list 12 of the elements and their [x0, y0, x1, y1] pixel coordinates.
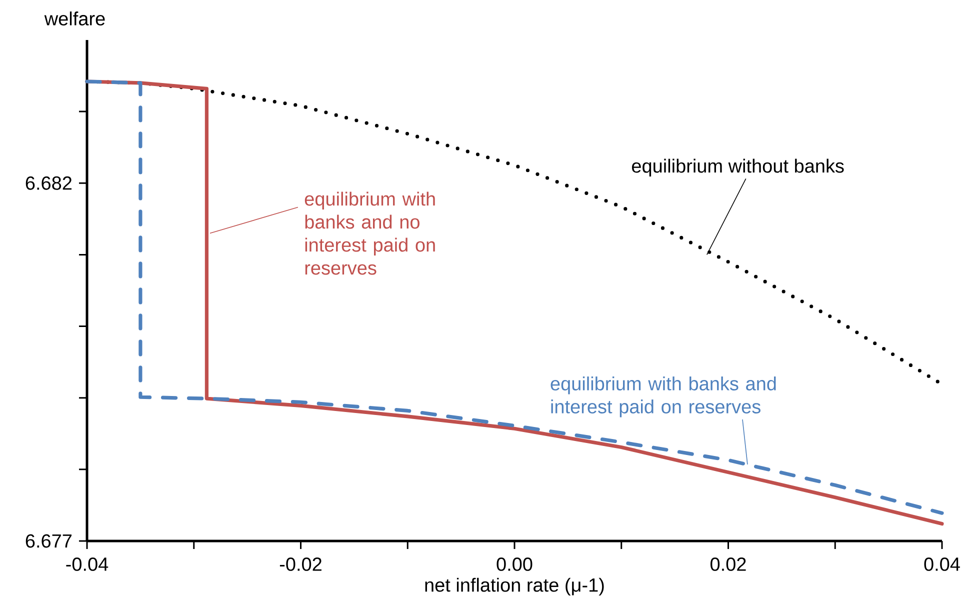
x-tick-label: -0.02: [280, 557, 322, 571]
annotation: equilibrium with banks and no interest paid on reserves: [304, 192, 435, 275]
x-axis-title: net inflation rate (μ-1): [425, 578, 604, 596]
x-tick-label: 0.04: [924, 557, 960, 571]
x-tick-label: -0.04: [66, 557, 108, 571]
x-tick-label: 0.00: [496, 557, 532, 571]
y-tick-label: 6.682: [26, 176, 72, 190]
annotation: equilibrium without banks: [632, 158, 844, 176]
y-tick-label: 6.677: [26, 534, 72, 548]
y-axis-title: welfare: [44, 12, 105, 26]
annotation: equilibrium with banks and interest paid on reserves: [550, 376, 776, 418]
x-tick-label: 0.02: [710, 557, 746, 571]
